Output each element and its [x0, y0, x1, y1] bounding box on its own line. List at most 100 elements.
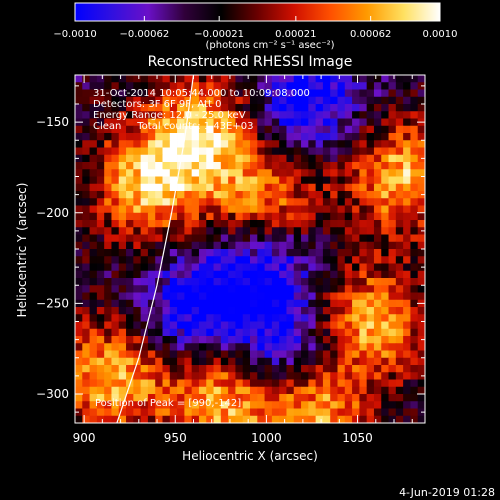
- heatmap-cell: [213, 249, 222, 257]
- heatmap-cell: [111, 205, 120, 214]
- heatmap-cell: [410, 147, 419, 156]
- heatmap-cell: [104, 408, 112, 417]
- heatmap-cell: [417, 220, 425, 228]
- heatmap-cell: [352, 75, 360, 83]
- heatmap-cell: [118, 154, 127, 163]
- heatmap-cell: [133, 394, 142, 402]
- heatmap-cell: [198, 191, 207, 199]
- heatmap-cell: [359, 401, 368, 409]
- heatmap-cell: [133, 169, 142, 177]
- heatmap-cell: [417, 111, 425, 119]
- annotation-detectors: Detectors: 3F 6F 9F, Att 0: [93, 99, 221, 110]
- heatmap-cell: [395, 125, 404, 134]
- heatmap-cell: [184, 299, 193, 308]
- heatmap-cell: [177, 183, 185, 192]
- heatmap-cell: [75, 241, 83, 250]
- heatmap-cell: [359, 249, 368, 257]
- heatmap-cell: [206, 176, 214, 185]
- heatmap-cell: [184, 357, 193, 366]
- heatmap-cell: [381, 147, 389, 156]
- heatmap-cell: [191, 162, 200, 170]
- heatmap-cell: [410, 379, 419, 388]
- heatmap-cell: [198, 328, 207, 337]
- heatmap-cell: [395, 212, 404, 221]
- heatmap-cell: [206, 133, 214, 141]
- heatmap-cell: [373, 336, 382, 344]
- heatmap-cell: [366, 336, 375, 344]
- heatmap-cell: [147, 278, 156, 286]
- heatmap-cell: [293, 191, 302, 199]
- heatmap-cell: [75, 176, 83, 185]
- heatmap-cell: [184, 234, 193, 243]
- heatmap-cell: [220, 140, 229, 148]
- heatmap-cell: [213, 328, 222, 337]
- heatmap-cell: [366, 227, 375, 235]
- heatmap-cell: [184, 263, 193, 272]
- heatmap-cell: [337, 205, 346, 214]
- heatmap-cell: [169, 75, 178, 83]
- heatmap-cell: [198, 96, 207, 105]
- heatmap-cell: [257, 365, 265, 373]
- heatmap-cell: [395, 285, 404, 293]
- heatmap-cell: [213, 415, 222, 423]
- heatmap-cell: [155, 343, 163, 351]
- heatmap-cell: [403, 314, 411, 322]
- heatmap-cell: [403, 350, 411, 359]
- heatmap-cell: [147, 386, 156, 395]
- heatmap-cell: [301, 162, 309, 170]
- heatmap-cell: [184, 96, 193, 105]
- heatmap-cell: [293, 365, 302, 373]
- heatmap-cell: [395, 140, 404, 148]
- heatmap-cell: [126, 118, 134, 127]
- heatmap-cell: [359, 263, 368, 272]
- heatmap-cell: [111, 212, 120, 221]
- heatmap-cell: [315, 415, 324, 423]
- heatmap-cell: [133, 125, 142, 134]
- colorbar-unit-label: (photons cm⁻² s⁻¹ asec⁻²): [205, 40, 334, 51]
- heatmap-cell: [89, 125, 98, 134]
- heatmap-cell: [344, 292, 353, 301]
- heatmap-cell: [162, 314, 171, 322]
- heatmap-cell: [235, 401, 244, 409]
- heatmap-cell: [155, 104, 163, 112]
- heatmap-cell: [352, 343, 360, 351]
- heatmap-cell: [198, 154, 207, 163]
- heatmap-cell: [126, 263, 134, 272]
- heatmap-cell: [417, 328, 425, 337]
- heatmap-cell: [75, 292, 83, 301]
- heatmap-cell: [96, 234, 105, 243]
- heatmap-cell: [82, 365, 90, 373]
- heatmap-cell: [147, 198, 156, 206]
- heatmap-cell: [104, 191, 112, 199]
- heatmap-cell: [75, 104, 83, 112]
- heatmap-cell: [257, 256, 265, 264]
- heatmap-cell: [96, 82, 105, 90]
- heatmap-cell: [264, 198, 273, 206]
- heatmap-cell: [395, 220, 404, 228]
- heatmap-cell: [322, 212, 331, 221]
- heatmap-cell: [315, 125, 324, 134]
- heatmap-cell: [388, 176, 397, 185]
- heatmap-cell: [286, 118, 295, 127]
- heatmap-cell: [147, 270, 156, 279]
- heatmap-cell: [257, 394, 265, 402]
- heatmap-cell: [206, 154, 214, 163]
- heatmap-cell: [293, 220, 302, 228]
- heatmap-cell: [111, 386, 120, 395]
- heatmap-cell: [417, 292, 425, 301]
- heatmap-cell: [198, 299, 207, 308]
- heatmap-cell: [126, 220, 134, 228]
- heatmap-cell: [388, 357, 397, 366]
- heatmap-cell: [410, 256, 419, 264]
- heatmap-cell: [359, 191, 368, 199]
- heatmap-cell: [126, 285, 134, 293]
- heatmap-cell: [184, 133, 193, 141]
- heatmap-cell: [96, 343, 105, 351]
- heatmap-cell: [337, 263, 346, 272]
- heatmap-cell: [213, 220, 222, 228]
- heatmap-cell: [330, 285, 338, 293]
- heatmap-cell: [403, 285, 411, 293]
- heatmap-cell: [279, 162, 287, 170]
- heatmap-cell: [373, 328, 382, 337]
- heatmap-cell: [417, 256, 425, 264]
